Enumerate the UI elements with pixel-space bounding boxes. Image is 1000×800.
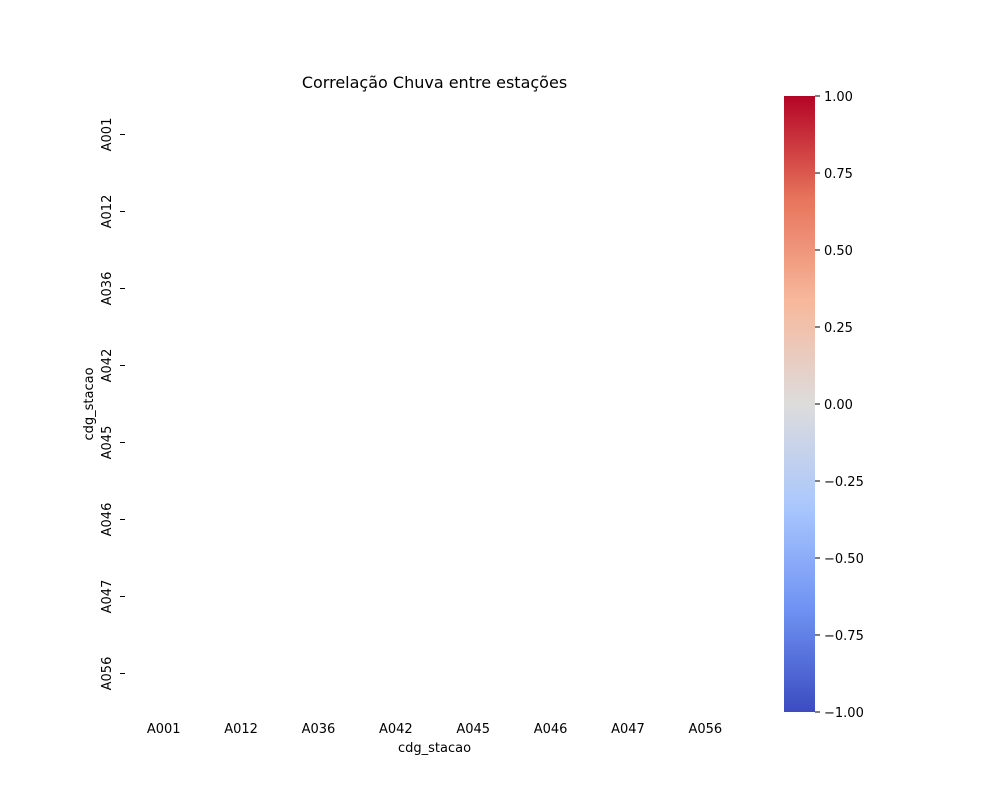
heatmap-cell	[589, 635, 666, 712]
x-tick-label: A001	[147, 722, 181, 737]
heatmap-cell	[589, 558, 666, 635]
x-tick-label: A036	[302, 722, 336, 737]
colorbar-tick-label: −0.50	[824, 552, 864, 567]
heatmap-cell	[202, 250, 279, 327]
heatmap-cell	[357, 173, 434, 250]
x-axis-label: cdg_stacao	[398, 741, 471, 756]
y-tick-label: A001	[100, 118, 115, 152]
heatmap-cell	[435, 404, 512, 481]
heatmap-cell	[667, 404, 744, 481]
heatmap-cell	[667, 481, 744, 558]
colorbar-tick-label: 0.25	[824, 321, 853, 336]
x-tick-label: A047	[611, 722, 645, 737]
heatmap-cell	[512, 558, 589, 635]
heatmap-cell	[357, 327, 434, 404]
heatmap-cell	[667, 327, 744, 404]
heatmap-cell	[589, 96, 666, 173]
colorbar-ticks: 1.00 0.75 0.50 0.25 0.00 −0.25 −0.50 −0.75 −1.00	[815, 90, 864, 721]
heatmap-cell	[202, 173, 279, 250]
heatmap-cell	[667, 96, 744, 173]
heatmap-plot-area	[125, 96, 744, 712]
heatmap-cell	[589, 173, 666, 250]
heatmap-cell	[125, 250, 202, 327]
heatmap-cell	[357, 96, 434, 173]
x-tick-label: A012	[224, 722, 258, 737]
heatmap-cell	[512, 250, 589, 327]
heatmap-cell	[280, 404, 357, 481]
heatmap-cell	[125, 635, 202, 712]
colorbar-tick-label: −0.75	[824, 629, 864, 644]
heatmap-cell	[589, 250, 666, 327]
x-axis-ticks: A001 A012 A036 A042 A045 A046 A047 A056	[147, 722, 722, 737]
heatmap-cell	[667, 558, 744, 635]
heatmap-cell	[435, 173, 512, 250]
colorbar-tick-label: 0.50	[824, 244, 853, 259]
heatmap-cell	[280, 481, 357, 558]
heatmap-cell	[435, 558, 512, 635]
heatmap-cell	[280, 250, 357, 327]
heatmap-cell	[202, 558, 279, 635]
heatmap-cell	[512, 481, 589, 558]
y-tick-label: A056	[100, 657, 115, 691]
heatmap-cell	[435, 635, 512, 712]
heatmap-cell	[435, 250, 512, 327]
heatmap-cell	[435, 96, 512, 173]
heatmap-cell	[589, 327, 666, 404]
heatmap-cell	[125, 404, 202, 481]
chart-title: Correlação Chuva entre estações	[302, 73, 567, 92]
heatmap-cell	[125, 481, 202, 558]
heatmap-cell	[125, 96, 202, 173]
heatmap-cell	[202, 481, 279, 558]
colorbar-tick-label: −1.00	[824, 706, 864, 721]
heatmap-cell	[357, 558, 434, 635]
heatmap-cell	[125, 558, 202, 635]
y-tick-label: A012	[100, 195, 115, 229]
heatmap-cell	[125, 173, 202, 250]
heatmap-cell	[202, 327, 279, 404]
heatmap-cell	[280, 96, 357, 173]
colorbar-tick-label: −0.25	[824, 475, 864, 490]
y-tick-label: A047	[100, 580, 115, 614]
y-axis-label: cdg_stacao	[82, 367, 97, 440]
heatmap-cell	[357, 250, 434, 327]
heatmap-cell	[125, 327, 202, 404]
colorbar-tick-label: 0.75	[824, 167, 853, 182]
y-tick-label: A045	[100, 426, 115, 460]
x-tick-label: A056	[688, 722, 722, 737]
heatmap-cell	[512, 327, 589, 404]
heatmap-cell	[512, 635, 589, 712]
heatmap-cell	[280, 558, 357, 635]
x-tick-label: A042	[379, 722, 413, 737]
y-tick-label: A042	[100, 349, 115, 383]
heatmap-cell	[202, 96, 279, 173]
x-tick-label: A045	[456, 722, 490, 737]
heatmap-cell	[202, 404, 279, 481]
heatmap-cell	[435, 481, 512, 558]
heatmap-cell	[280, 635, 357, 712]
heatmap-cell	[512, 173, 589, 250]
y-tick-label: A046	[100, 503, 115, 537]
heatmap-cell	[667, 173, 744, 250]
colorbar-tick-label: 1.00	[824, 90, 853, 105]
heatmap-cell	[667, 635, 744, 712]
colorbar	[784, 96, 815, 712]
heatmap-cell	[435, 327, 512, 404]
heatmap-cell	[589, 481, 666, 558]
x-tick-label: A046	[534, 722, 568, 737]
heatmap-cell	[667, 250, 744, 327]
colorbar-tick-label: 0.00	[824, 398, 853, 413]
heatmap-cell	[512, 96, 589, 173]
heatmap-cell	[589, 404, 666, 481]
heatmap-cell	[357, 635, 434, 712]
heatmap-cell	[357, 481, 434, 558]
heatmap-cell	[357, 404, 434, 481]
heatmap-cell	[202, 635, 279, 712]
heatmap-cell	[512, 404, 589, 481]
y-axis-ticks: A001 A012 A036 A042 A045 A046 A047 A056	[100, 118, 125, 691]
y-tick-label: A036	[100, 272, 115, 306]
heatmap-cell	[280, 173, 357, 250]
heatmap-cell	[280, 327, 357, 404]
